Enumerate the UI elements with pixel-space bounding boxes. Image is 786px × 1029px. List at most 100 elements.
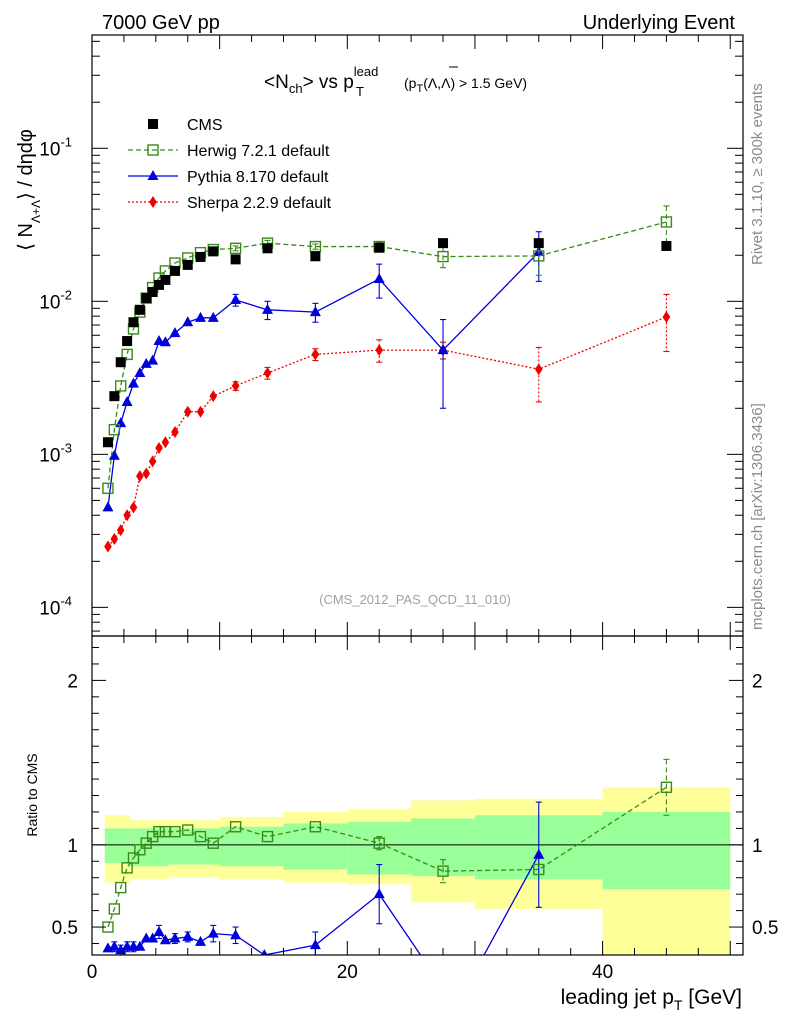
pythia-point [373,272,385,283]
title-mid: > vs p [303,72,354,93]
ratio-ylabel: Ratio to CMS [24,753,40,836]
sherpa-line [107,316,667,547]
herwig-point [229,242,242,255]
legend-label-pythia: Pythia 8.170 default [187,169,329,186]
herwig-point [108,423,121,436]
cms-point [182,259,193,270]
herwig-point [533,250,545,262]
sherpa-point [375,344,384,357]
x-tick-label: 40 [592,962,613,983]
herwig-ratio-point [207,837,219,849]
ratio-series-group [102,758,673,955]
pythia-ratio-point [147,932,159,943]
cms-point [141,293,152,304]
herwig-ratio-point [261,830,274,843]
herwig-ratio-point [437,865,449,877]
herwig-ratio-point [127,852,140,864]
ratio-y-tick-label-right: 0.5 [752,918,778,939]
sherpa-point [123,509,131,522]
cms-point [230,254,241,265]
pythia-point [159,336,171,347]
title-mid-sup: lead [354,64,379,79]
header-left: 7000 GeV pp [102,12,220,34]
ratio-band-inner [104,828,131,863]
title-mid-sub: T [356,84,364,99]
cms-point [262,243,273,254]
cms-point [533,238,544,249]
herwig-point [660,216,673,228]
pythia-ratio-point [261,949,268,955]
x-axis-label: leading jet pT [GeV] [561,986,742,1013]
cms-point [154,279,165,290]
sherpa-point [263,367,272,380]
sherpa-point [231,379,240,392]
pythia-point [262,303,274,314]
herwig-point [115,380,127,392]
pythia-point [309,306,321,317]
herwig-ratio-point [182,824,194,836]
pythia-ratio-point [153,925,165,936]
pythia-ratio-point [134,940,146,951]
main-series-group [102,205,673,553]
title-cut-p-sub: T [416,83,423,95]
pythia-ratio-point [230,929,242,940]
pythia-point [134,367,146,378]
ratio-y-tick-label: 2 [67,671,78,692]
pythia-point [121,395,133,406]
ratio-y-tick-label-right: 1 [752,836,763,857]
cms-point [374,242,385,253]
pythia-point [102,501,114,512]
title-cut-p: (p [404,75,417,91]
legend-label-sherpa: Sherpa 2.2.9 default [187,195,332,212]
pythia-point [108,449,120,460]
pythia-point [230,294,242,305]
herwig-ratio-point [140,837,152,849]
sherpa-point [534,363,543,376]
main-title: <Nch> vs plead T(pT(Λ,Λ) > 1.5 GeV) [264,64,527,99]
pythia-point [182,316,194,327]
ratio-band-inner [168,828,220,865]
y-tick-label: 10-1 [39,134,72,160]
herwig-ratio-point [153,825,165,838]
cms-point [208,246,219,257]
legend-marker-herwig [147,144,159,156]
cms-point [310,251,321,262]
ratio-band-inner [130,828,169,867]
title-pre: <N [264,72,289,93]
legend-marker-cms [148,119,158,129]
ratio-y-tick-label-right: 2 [752,671,763,692]
cms-point [102,437,113,448]
pythia-ratio-point [533,848,545,859]
herwig-ratio-point [229,821,242,833]
ratio-y-tick-label: 0.5 [52,918,78,939]
sherpa-point [161,436,170,449]
sherpa-point [110,532,119,545]
cms-point [661,240,672,251]
pythia-ratio-point [309,939,321,950]
y-tick-label: 10-2 [39,287,72,313]
ratio-band-inner [602,811,731,890]
main-ylabel: ⟨ NΛ+Λ⟩ / dηdφ [15,129,43,251]
ratio-band-inner [219,826,284,867]
sherpa-point [142,467,151,480]
pythia-ratio-point [159,934,171,945]
pythia-ratio-point [373,888,385,899]
pythia-point [140,357,152,368]
pythia-line [107,251,540,508]
pythia-point [437,344,449,355]
cms-point [438,238,449,249]
sherpa-point [136,470,144,483]
sherpa-point [196,405,205,418]
pythia-point [207,311,219,322]
herwig-ratio-point [533,863,545,876]
side-text-bottom: mcplots.cern.ch [arXiv:1306.3436] [749,403,766,630]
y-tick-label: 10-4 [39,593,72,619]
ratio-y-tick-label: 1 [67,836,78,857]
x-tick-label: 20 [337,962,358,983]
pythia-ratio-point [207,927,219,938]
analysis-id: (CMS_2012_PAS_QCD_11_010) [319,592,511,607]
sherpa-point [171,425,179,438]
herwig-ratio-point [169,825,181,838]
sherpa-point [148,455,157,468]
